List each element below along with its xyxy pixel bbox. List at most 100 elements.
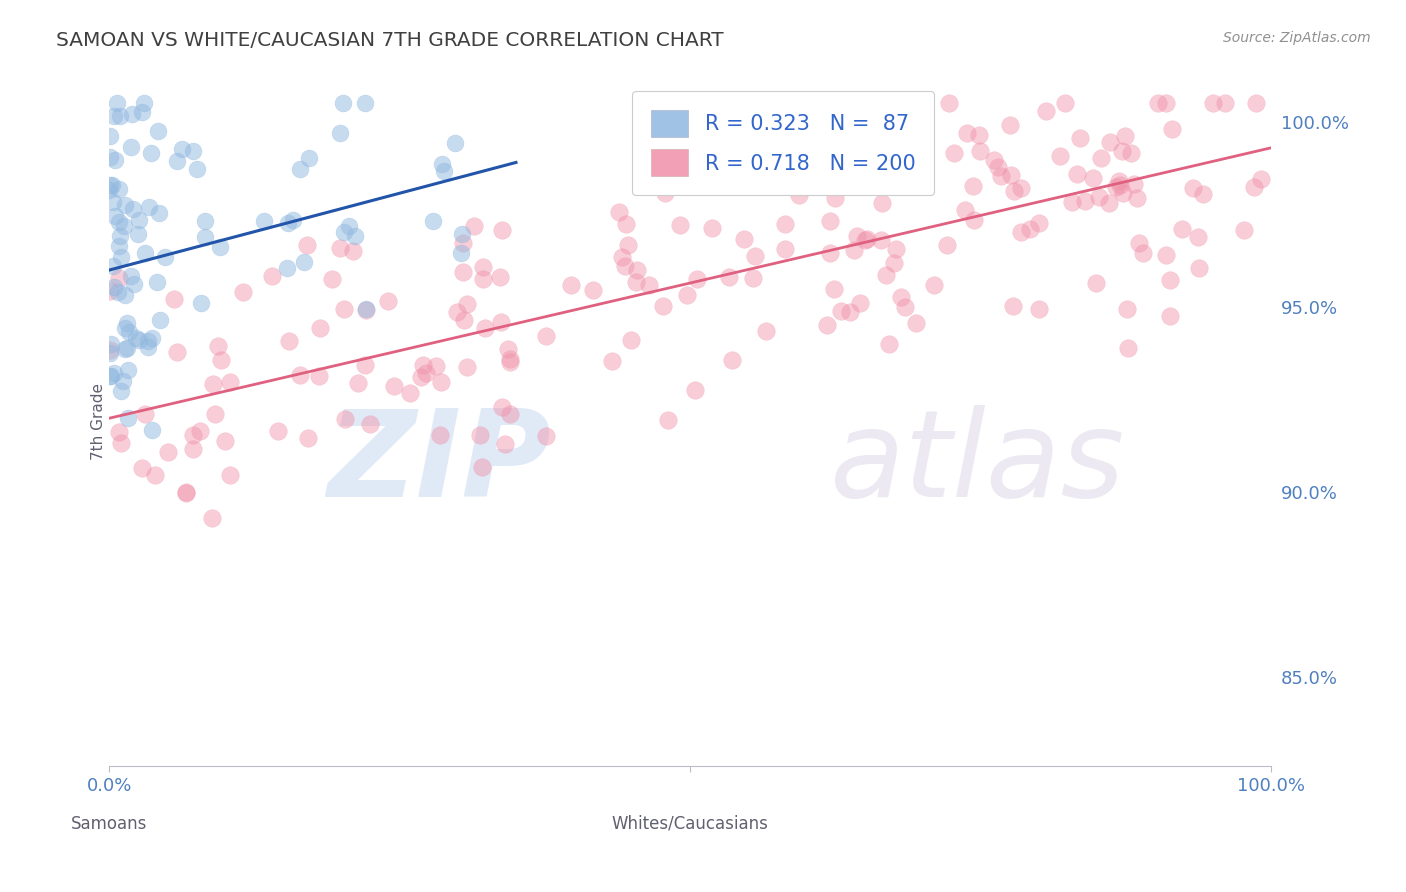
Point: [904, 316, 927, 330]
Point: [614, 217, 637, 231]
Point: [412, 358, 434, 372]
Point: [893, 300, 915, 314]
Text: atlas: atlas: [830, 405, 1125, 522]
Point: [494, 436, 516, 450]
Point: [472, 260, 495, 274]
Point: [107, 285, 129, 299]
Point: [471, 460, 494, 475]
Point: [1213, 96, 1236, 111]
Point: [111, 374, 134, 388]
Point: [101, 178, 124, 192]
Point: [1088, 190, 1111, 204]
Point: [136, 334, 159, 348]
Point: [131, 105, 153, 120]
Point: [134, 246, 156, 260]
Point: [174, 486, 197, 500]
Point: [1085, 277, 1108, 291]
Point: [114, 288, 136, 302]
Point: [820, 214, 842, 228]
Point: [998, 118, 1021, 132]
Point: [110, 251, 132, 265]
Point: [817, 146, 839, 161]
Point: [100, 369, 122, 384]
Point: [382, 379, 405, 393]
Point: [277, 334, 299, 349]
Point: [700, 221, 723, 235]
Point: [108, 110, 131, 124]
Point: [433, 164, 456, 178]
Point: [342, 244, 364, 258]
Point: [686, 272, 709, 286]
Point: [377, 293, 399, 308]
Point: [128, 213, 150, 227]
Point: [890, 290, 912, 304]
Point: [1018, 221, 1040, 235]
Point: [329, 126, 352, 140]
Text: ZIP: ZIP: [328, 405, 551, 522]
Point: [103, 366, 125, 380]
Point: [297, 431, 319, 445]
Point: [112, 219, 135, 233]
Point: [333, 301, 356, 316]
Point: [103, 109, 125, 123]
Point: [200, 510, 222, 524]
Point: [842, 243, 865, 257]
Point: [309, 321, 332, 335]
Point: [290, 368, 312, 383]
Point: [1011, 226, 1033, 240]
Point: [127, 227, 149, 242]
Point: [157, 445, 180, 459]
Point: [600, 354, 623, 368]
Point: [830, 304, 852, 318]
Point: [953, 203, 976, 218]
Point: [990, 169, 1012, 184]
Point: [1097, 195, 1119, 210]
Point: [98, 184, 121, 198]
Point: [141, 424, 163, 438]
Point: [943, 146, 966, 161]
Point: [499, 354, 522, 368]
Point: [1028, 302, 1050, 317]
Point: [624, 275, 647, 289]
Point: [775, 242, 797, 256]
Point: [218, 376, 240, 390]
Point: [1090, 151, 1112, 165]
Point: [491, 315, 513, 329]
Point: [446, 305, 468, 319]
Point: [1002, 184, 1025, 198]
Legend: R = 0.323   N =  87, R = 0.718   N = 200: R = 0.323 N = 87, R = 0.718 N = 200: [631, 91, 935, 194]
Point: [536, 329, 558, 343]
Point: [1069, 131, 1091, 145]
Point: [619, 333, 641, 347]
Point: [742, 271, 765, 285]
Point: [1114, 128, 1136, 143]
Point: [1112, 186, 1135, 201]
Point: [114, 342, 136, 356]
Point: [838, 305, 860, 319]
Point: [148, 124, 170, 138]
Point: [219, 468, 242, 483]
Point: [773, 217, 796, 231]
Point: [138, 200, 160, 214]
Point: [453, 236, 475, 251]
Point: [422, 214, 444, 228]
Point: [277, 216, 299, 230]
Point: [174, 485, 197, 500]
Point: [141, 146, 163, 161]
Point: [104, 209, 127, 223]
Point: [353, 96, 375, 111]
Point: [1098, 136, 1121, 150]
Point: [1109, 178, 1132, 193]
Point: [443, 136, 465, 151]
Point: [491, 400, 513, 414]
Point: [153, 250, 176, 264]
Point: [474, 321, 496, 335]
Point: [98, 284, 121, 298]
Point: [108, 215, 131, 229]
Point: [204, 408, 226, 422]
Point: [120, 268, 142, 283]
Point: [806, 178, 828, 193]
Point: [194, 230, 217, 244]
Point: [1010, 181, 1032, 195]
Point: [1128, 236, 1150, 251]
